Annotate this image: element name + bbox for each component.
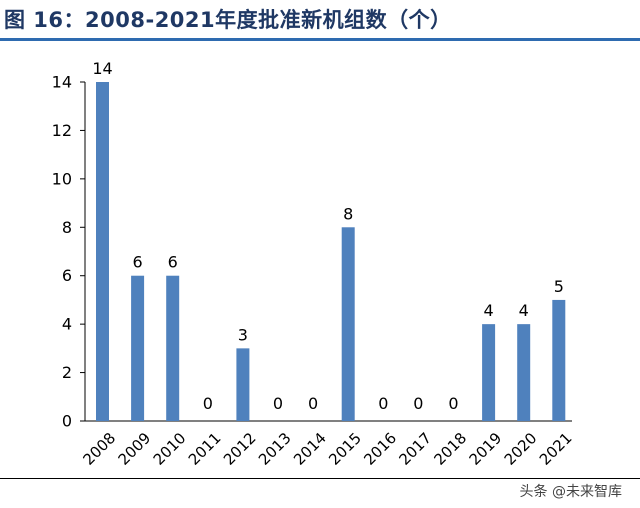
y-tick-label: 10 — [52, 169, 72, 188]
x-tick-label-2012: 2012 — [220, 429, 260, 469]
data-label-2018: 0 — [448, 394, 458, 413]
data-label-2015: 8 — [343, 204, 353, 223]
bar-2009 — [131, 275, 145, 421]
y-tick-label: 4 — [62, 315, 72, 334]
data-label-2012: 3 — [238, 325, 248, 344]
y-tick-label: 14 — [52, 73, 72, 92]
x-tick-label-2011: 2011 — [185, 429, 225, 469]
title-divider — [0, 38, 640, 41]
bar-2020 — [517, 324, 531, 421]
footer-divider — [0, 478, 640, 479]
x-tick-label-2014: 2014 — [290, 429, 330, 469]
x-tick-label-2013: 2013 — [255, 429, 295, 469]
chart-title: 图 16：2008-2021年度批准新机组数（个） — [4, 8, 452, 32]
bar-2010 — [166, 275, 180, 421]
x-tick-label-2016: 2016 — [360, 429, 400, 469]
x-tick-label-2021: 2021 — [536, 429, 576, 469]
y-tick-label: 12 — [52, 121, 72, 140]
source-watermark: 头条 @未来智库 — [517, 481, 624, 501]
x-tick-label-2008: 2008 — [80, 429, 120, 469]
x-tick-label-2019: 2019 — [466, 429, 506, 469]
x-tick-label-2010: 2010 — [150, 429, 190, 469]
x-tick-label-2020: 2020 — [501, 429, 541, 469]
data-label-2017: 0 — [413, 394, 423, 413]
data-label-2010: 6 — [168, 253, 178, 272]
bar-2015 — [341, 227, 355, 421]
y-tick-label: 0 — [62, 412, 72, 431]
y-tick-label: 2 — [62, 363, 72, 382]
data-label-2019: 4 — [484, 301, 494, 320]
x-tick-label-2017: 2017 — [395, 429, 435, 469]
y-tick-label: 6 — [62, 266, 72, 285]
data-label-2016: 0 — [378, 394, 388, 413]
x-tick-label-2018: 2018 — [431, 429, 471, 469]
data-label-2021: 5 — [554, 277, 564, 296]
y-tick-label: 8 — [62, 218, 72, 237]
data-label-2020: 4 — [519, 301, 529, 320]
data-label-2014: 0 — [308, 394, 318, 413]
data-label-2009: 6 — [133, 253, 143, 272]
x-tick-label-2009: 2009 — [115, 429, 155, 469]
x-tick-label-2015: 2015 — [325, 429, 365, 469]
data-label-2008: 14 — [92, 59, 112, 78]
bar-2021 — [552, 299, 566, 421]
data-label-2013: 0 — [273, 394, 283, 413]
bar-2008 — [96, 82, 109, 421]
bar-2019 — [482, 324, 496, 421]
bar-2012 — [236, 348, 250, 421]
data-label-2011: 0 — [203, 394, 213, 413]
